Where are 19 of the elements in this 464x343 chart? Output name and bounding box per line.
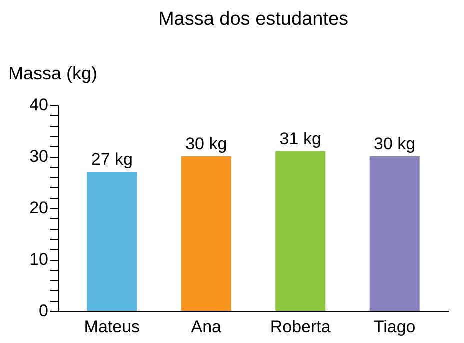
x-tick-label: Tiago bbox=[374, 318, 416, 336]
x-tick-label: Roberta bbox=[270, 318, 332, 336]
y-tick-label: 10 bbox=[30, 250, 48, 269]
y-tick-label: 20 bbox=[30, 198, 48, 218]
y-tick-label: 40 bbox=[30, 96, 48, 114]
bar bbox=[181, 156, 232, 311]
bar bbox=[87, 172, 138, 311]
y-axis-title: Massa (kg) bbox=[8, 64, 98, 84]
x-tick-label: Ana bbox=[191, 318, 222, 336]
data-label: 31 kg bbox=[280, 129, 322, 148]
data-label: 30 kg bbox=[186, 134, 228, 154]
x-tick-label: Mateus bbox=[84, 318, 140, 336]
data-label: 30 kg bbox=[374, 134, 416, 154]
y-tick-label: 0 bbox=[39, 302, 48, 320]
chart-title: Massa dos estudantes bbox=[158, 9, 349, 30]
bar bbox=[276, 151, 326, 311]
bar bbox=[370, 156, 420, 311]
y-tick-label: 30 bbox=[30, 147, 48, 166]
data-label: 27 kg bbox=[91, 150, 133, 169]
